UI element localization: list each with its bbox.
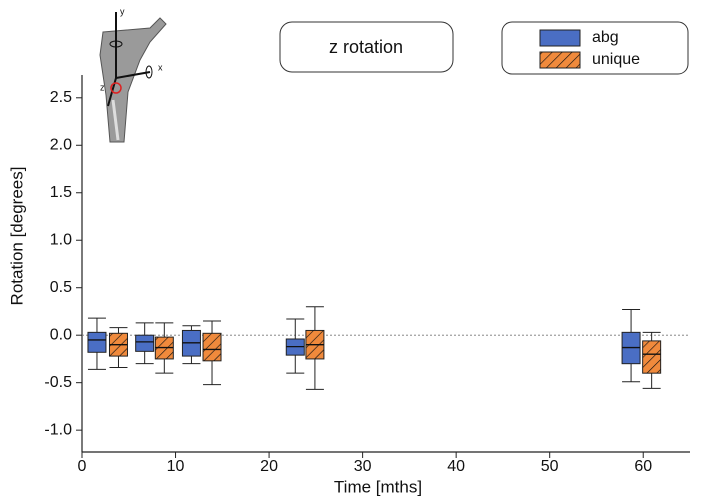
title-box [279, 21, 454, 73]
x-tick-label: 40 [447, 458, 465, 475]
y-tick-label: 0.0 [50, 326, 72, 343]
box-hatch [203, 333, 222, 361]
box [135, 334, 155, 352]
inset-label: y [120, 6, 125, 16]
box-hatch [642, 340, 661, 374]
y-tick-label: 2.0 [50, 136, 72, 153]
y-axis-label: Rotation [degrees] [7, 167, 26, 306]
inset-femur [99, 12, 167, 143]
y-tick-label: 0.5 [50, 279, 72, 296]
x-tick-label: 30 [354, 458, 372, 475]
x-tick-label: 60 [634, 458, 652, 475]
x-tick-label: 50 [541, 458, 559, 475]
inset-label: x [158, 62, 163, 72]
y-tick-label: -0.5 [44, 374, 72, 391]
x-axis-label: Time [mths] [334, 477, 422, 496]
inset-label: z [100, 82, 105, 92]
y-tick-label: 1.0 [50, 231, 72, 248]
chart-title: z rotation [329, 37, 403, 57]
legend-label: abg [592, 29, 619, 46]
legend-label: unique [592, 51, 640, 68]
y-tick-label: 2.5 [50, 89, 72, 106]
legend-hatch [540, 52, 580, 68]
x-tick-label: 0 [78, 458, 87, 475]
box [87, 331, 107, 353]
legend-swatch [539, 29, 581, 47]
y-tick-label: -1.0 [44, 421, 72, 438]
x-tick-label: 20 [260, 458, 278, 475]
y-tick-label: 1.5 [50, 184, 72, 201]
x-tick-label: 10 [167, 458, 185, 475]
